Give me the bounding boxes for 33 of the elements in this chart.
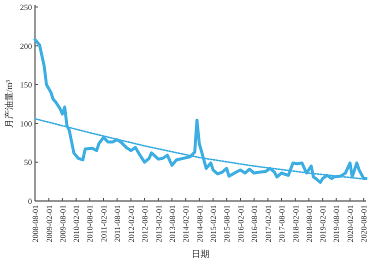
x-tick-label: 2020-02-01 bbox=[346, 205, 356, 242]
x-tick-label: 2017-02-01 bbox=[264, 205, 273, 242]
y-tick-label: 0 bbox=[28, 197, 32, 206]
x-tick-label: 2015-02-01 bbox=[209, 205, 218, 242]
x-tick-label: 2016-02-01 bbox=[236, 205, 246, 242]
x-tick-label: 2008-08-01 bbox=[31, 205, 40, 242]
x-tick-label: 2011-08-01 bbox=[113, 205, 122, 242]
x-tick-label: 2016-08-01 bbox=[250, 205, 260, 242]
y-axis-title: 月产油量/m³ bbox=[4, 80, 14, 128]
x-tick-label: 2012-02-01 bbox=[126, 205, 136, 242]
x-tick-label: 2017-08-01 bbox=[277, 205, 286, 242]
x-tick-label: 2009-08-01 bbox=[58, 205, 68, 242]
x-tick-label: 2014-02-01 bbox=[182, 205, 191, 242]
y-tick-label: 250 bbox=[20, 3, 32, 12]
y-tick-label: 200 bbox=[20, 42, 32, 51]
x-tick-label: 2013-02-01 bbox=[154, 205, 164, 242]
y-tick-label: 100 bbox=[20, 119, 32, 128]
x-tick-label: 2012-08-01 bbox=[140, 205, 150, 242]
x-tick-label: 2013-08-01 bbox=[168, 205, 177, 242]
y-tick-label: 150 bbox=[20, 80, 32, 90]
x-tick-label: 2010-08-01 bbox=[86, 205, 95, 242]
x-tick-label: 2020-08-01 bbox=[360, 205, 369, 242]
x-tick-label: 2019-02-01 bbox=[318, 205, 328, 242]
x-tick-label: 2018-08-01 bbox=[304, 205, 314, 242]
x-tick-label: 2015-08-01 bbox=[222, 205, 232, 242]
x-tick-label: 2018-02-01 bbox=[291, 205, 300, 242]
x-axis-title: 日期 bbox=[192, 249, 210, 259]
x-tick-label: 2011-02-01 bbox=[100, 205, 109, 242]
x-tick-label: 2010-02-01 bbox=[72, 205, 82, 242]
x-tick-label: 2014-08-01 bbox=[195, 205, 204, 242]
y-tick-label: 50 bbox=[24, 158, 32, 168]
x-tick-label: 2019-08-01 bbox=[332, 205, 342, 242]
x-tick-label: 2009-02-01 bbox=[44, 205, 54, 242]
